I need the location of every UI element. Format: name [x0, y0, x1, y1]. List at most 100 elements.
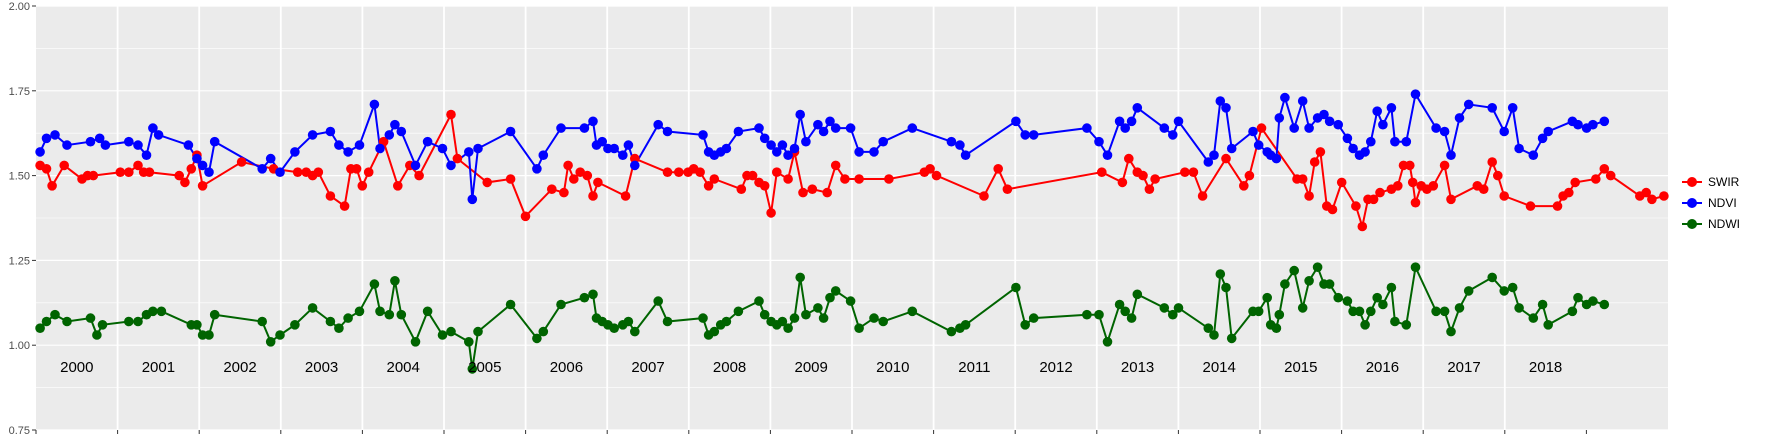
point-ndvi: [1360, 147, 1370, 157]
point-ndwi: [721, 316, 732, 327]
point-ndwi: [623, 316, 634, 327]
point-ndvi: [597, 136, 607, 147]
point-swir: [736, 184, 747, 194]
point-ndwi: [709, 326, 720, 337]
point-swir: [783, 174, 793, 184]
point-swir: [569, 174, 579, 184]
point-swir: [180, 177, 190, 188]
year-label: 2002: [223, 359, 256, 376]
point-ndvi: [623, 140, 634, 150]
point-ndwi: [354, 306, 365, 317]
point-swir: [854, 174, 864, 184]
point-ndvi: [1378, 119, 1388, 130]
point-swir: [393, 181, 403, 191]
point-ndvi: [1372, 106, 1382, 116]
point-ndvi: [1094, 136, 1104, 147]
point-swir: [47, 181, 57, 191]
point-ndvi: [153, 130, 164, 140]
point-ndvi: [290, 147, 300, 157]
point-ndwi: [830, 286, 841, 296]
point-ndwi: [579, 292, 590, 303]
point-ndwi: [789, 313, 800, 323]
point-swir: [766, 208, 776, 218]
point-ndwi: [1209, 330, 1219, 340]
point-ndvi: [1028, 130, 1039, 140]
point-ndwi: [209, 309, 220, 320]
point-ndvi: [1514, 143, 1524, 154]
point-ndvi: [1588, 119, 1598, 130]
point-swir: [133, 160, 143, 171]
point-ndwi: [390, 276, 400, 286]
point-ndwi: [960, 320, 971, 330]
point-swir: [703, 181, 714, 191]
point-ndwi: [818, 313, 829, 323]
point-swir: [1327, 204, 1338, 215]
point-swir: [505, 174, 516, 184]
point-ndvi: [1203, 157, 1214, 167]
point-ndvi: [257, 164, 268, 174]
point-ndwi: [1528, 313, 1539, 323]
point-swir: [1428, 181, 1439, 191]
point-ndvi: [1159, 123, 1170, 133]
point-swir: [798, 187, 808, 198]
point-swir: [822, 187, 832, 198]
year-label: 2009: [795, 359, 828, 376]
year-label: 2013: [1121, 359, 1154, 376]
point-ndvi: [437, 143, 448, 154]
point-ndvi: [960, 150, 971, 160]
point-swir: [1405, 160, 1415, 171]
point-ndvi: [1215, 96, 1226, 106]
point-ndvi: [721, 143, 732, 154]
point-ndvi: [854, 147, 864, 157]
point-ndvi: [1304, 123, 1314, 133]
point-ndwi: [1507, 282, 1518, 293]
point-swir: [884, 174, 894, 184]
point-ndwi: [1126, 313, 1137, 323]
point-ndvi: [41, 133, 52, 144]
point-ndvi: [754, 123, 764, 133]
point-ndvi: [1499, 126, 1509, 137]
point-ndwi: [1312, 262, 1323, 273]
point-swir: [1446, 194, 1456, 205]
point-ndwi: [1280, 279, 1290, 289]
point-ndvi: [538, 150, 549, 160]
x-axis: [35, 430, 1587, 434]
point-ndvi: [1528, 150, 1539, 160]
point-ndvi: [1082, 123, 1092, 133]
point-swir: [1188, 167, 1199, 177]
point-ndvi: [1439, 126, 1450, 137]
point-swir: [1309, 157, 1320, 167]
point-ndvi: [1431, 123, 1441, 133]
point-swir: [840, 174, 850, 184]
year-label: 2010: [876, 359, 909, 376]
point-ndwi: [85, 313, 96, 323]
point-ndvi: [907, 123, 918, 133]
point-ndvi: [410, 160, 421, 171]
point-swir: [1138, 170, 1148, 181]
year-labels: 2000 2001 2002 2003 2004 2005 2006 2007 2008 2009…: [60, 359, 1562, 376]
point-ndwi: [825, 292, 835, 303]
legend: SWIR NDVI NDWI: [1682, 175, 1740, 231]
point-swir: [1124, 153, 1134, 164]
point-ndvi: [818, 126, 829, 137]
year-label: 2011: [958, 359, 990, 376]
year-label: 2004: [387, 359, 420, 376]
point-ndwi: [795, 272, 805, 283]
point-ndwi: [1262, 292, 1272, 303]
year-label: 2000: [60, 359, 93, 376]
point-ndwi: [384, 309, 395, 320]
point-swir: [575, 167, 585, 177]
point-swir: [1487, 157, 1497, 167]
point-ndwi: [1226, 333, 1237, 344]
point-ndvi: [446, 160, 456, 171]
point-swir: [292, 167, 303, 177]
y-axis: 0.75 1.00 1.25 1.50 1.75 2.00: [9, 1, 36, 437]
point-ndwi: [1215, 269, 1226, 279]
point-ndwi: [1173, 303, 1184, 313]
point-ndvi: [204, 167, 214, 177]
point-ndvi: [1446, 150, 1456, 160]
point-swir: [620, 191, 631, 201]
point-ndwi: [1439, 306, 1450, 317]
point-ndwi: [609, 323, 619, 334]
point-ndvi: [209, 136, 220, 147]
